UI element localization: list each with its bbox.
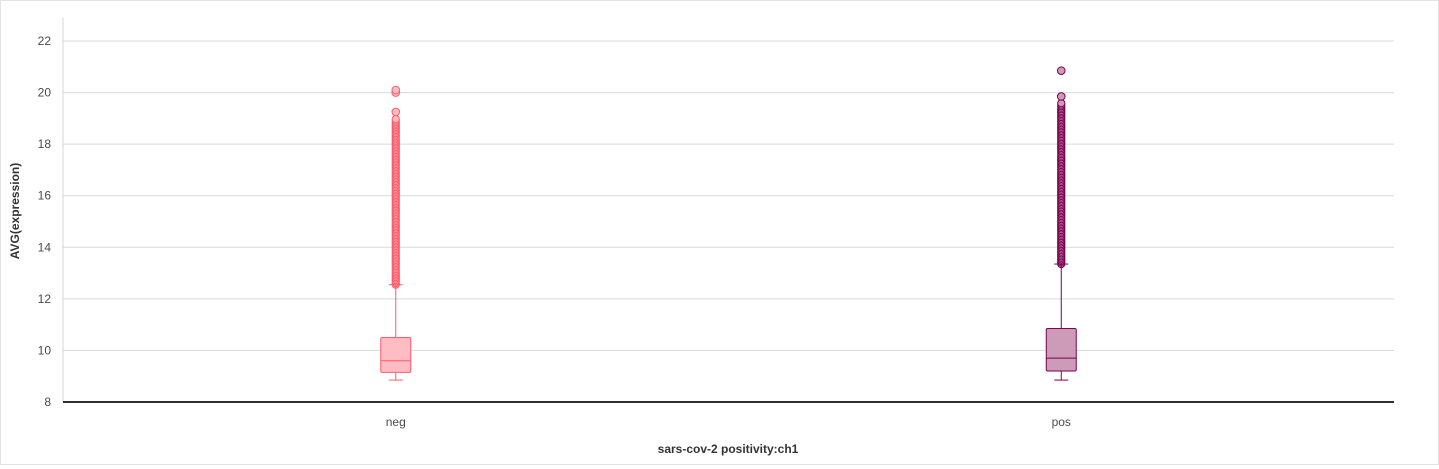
box-pos <box>1045 66 1077 381</box>
y-tick-label: 20 <box>38 86 52 100</box>
y-tick-label: 16 <box>38 189 52 203</box>
box-series <box>380 66 1077 381</box>
y-axis-title: AVG(expression) <box>8 163 22 259</box>
grid-lines <box>63 40 1394 351</box>
x-tick-label: neg <box>386 415 406 429</box>
iqr-box <box>380 337 412 373</box>
iqr-box <box>1045 328 1077 372</box>
x-axis-ticks: neg pos <box>386 415 1071 429</box>
y-axis-ticks: 8 10 12 14 16 18 20 22 <box>38 34 52 409</box>
outlier-point <box>391 85 401 95</box>
box-neg <box>380 85 412 381</box>
y-tick-label: 10 <box>38 343 52 357</box>
x-tick-label: pos <box>1052 415 1071 429</box>
outlier-point <box>1056 66 1066 75</box>
x-axis-title: sars-cov-2 positivity:ch1 <box>658 442 799 456</box>
y-tick-label: 14 <box>38 240 52 254</box>
y-tick-label: 22 <box>38 34 52 48</box>
outlier-point <box>1056 92 1066 101</box>
outlier-point <box>391 107 401 117</box>
y-tick-label: 8 <box>44 395 51 409</box>
outlier-point <box>391 115 400 124</box>
y-tick-label: 12 <box>38 292 52 306</box>
y-tick-label: 18 <box>38 137 52 151</box>
